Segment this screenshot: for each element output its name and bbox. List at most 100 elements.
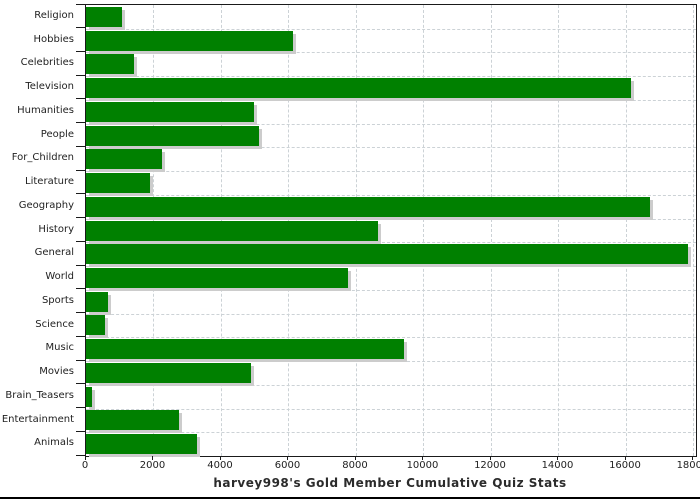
category-label: History [38,223,74,235]
bar-geography [86,196,650,217]
horizontal-gridline [86,266,696,268]
vertical-gridline [625,5,627,456]
value-tick-label: 10000 [406,460,439,471]
horizontal-gridline [86,313,696,315]
category-tick [76,74,85,76]
bar-literature [86,173,151,194]
category-label: World [45,271,74,283]
bottom-divider [0,497,700,499]
category-label: Sports [41,294,74,306]
horizontal-gridline [86,218,696,220]
category-label: Religion [34,10,74,21]
value-tick [557,456,559,460]
vertical-gridline [693,5,695,456]
value-tick-label: 18000 [676,460,700,471]
category-label: Music [45,342,74,354]
bar-for_children [86,149,162,170]
category-tick [76,430,85,432]
category-tick [76,217,85,219]
bar-music [86,339,404,360]
category-tick [76,264,85,266]
horizontal-gridline [86,171,696,173]
value-tick-label: 12000 [474,460,506,471]
category-label: Brain_Teasers [5,389,74,401]
horizontal-gridline [86,384,696,386]
category-tick [76,122,85,124]
value-tick-label: 14000 [541,460,574,471]
horizontal-gridline [86,123,696,125]
horizontal-gridline [86,289,696,291]
bar-movies [86,362,252,383]
bar-world [86,267,348,288]
horizontal-gridline [86,147,696,149]
category-tick [76,312,85,314]
bar-people [86,125,259,146]
value-tick-label: 4000 [207,460,233,471]
category-label: Hobbies [33,33,74,45]
bar-television [86,78,632,99]
bar-general [86,244,688,265]
category-tick [76,169,85,171]
bar-humanities [86,101,255,122]
category-label: General [34,247,74,259]
value-tick [219,456,221,460]
category-tick [76,288,85,290]
category-label: For_Children [11,152,74,164]
category-label: Television [25,81,74,93]
category-tick [76,3,85,5]
bar-science [86,315,105,336]
category-label: Literature [25,176,74,188]
category-tick [76,454,85,456]
horizontal-gridline [86,52,696,54]
bar-religion [86,6,123,27]
category-label: Entertainment [1,413,74,425]
value-tick-label: 0 [81,460,89,471]
category-tick [76,98,85,100]
horizontal-gridline [86,361,696,363]
chart-title: harvey998's Gold Member Cumulative Quiz … [213,476,567,490]
category-tick [76,359,85,361]
vertical-gridline [558,5,560,456]
category-tick [76,27,85,29]
category-tick [76,193,85,195]
horizontal-gridline [86,76,696,78]
category-tick [76,335,85,337]
bar-celebrities [86,54,134,75]
horizontal-gridline [86,432,696,434]
value-tick [354,456,356,460]
category-tick [76,145,85,147]
value-tick-label: 8000 [342,460,368,471]
category-tick [76,407,85,409]
value-tick-label: 2000 [139,460,166,471]
plot-area [85,4,697,457]
category-tick [76,240,85,242]
category-label: Movies [39,366,74,378]
value-tick [489,456,491,460]
category-tick [76,383,85,385]
horizontal-gridline [86,99,696,101]
category-label: Geography [18,199,74,211]
value-tick [422,456,424,460]
vertical-gridline [423,5,425,456]
category-label: Science [35,318,74,330]
category-label: Animals [34,437,74,449]
bar-entertainment [86,410,180,431]
value-tick [624,456,626,460]
value-tick-label: 6000 [274,460,301,471]
bar-animals [86,434,198,455]
value-tick [692,456,694,460]
vertical-gridline [490,5,492,456]
horizontal-gridline [86,242,696,244]
bar-sports [86,291,108,312]
category-tick [76,50,85,52]
horizontal-gridline [86,408,696,410]
value-tick [287,456,289,460]
horizontal-gridline [86,28,696,30]
bar-brain_teasers [86,386,93,407]
bar-history [86,220,378,241]
value-tick [152,456,154,460]
bar-hobbies [86,30,293,51]
category-label: Celebrities [20,57,74,69]
horizontal-gridline [86,337,696,339]
